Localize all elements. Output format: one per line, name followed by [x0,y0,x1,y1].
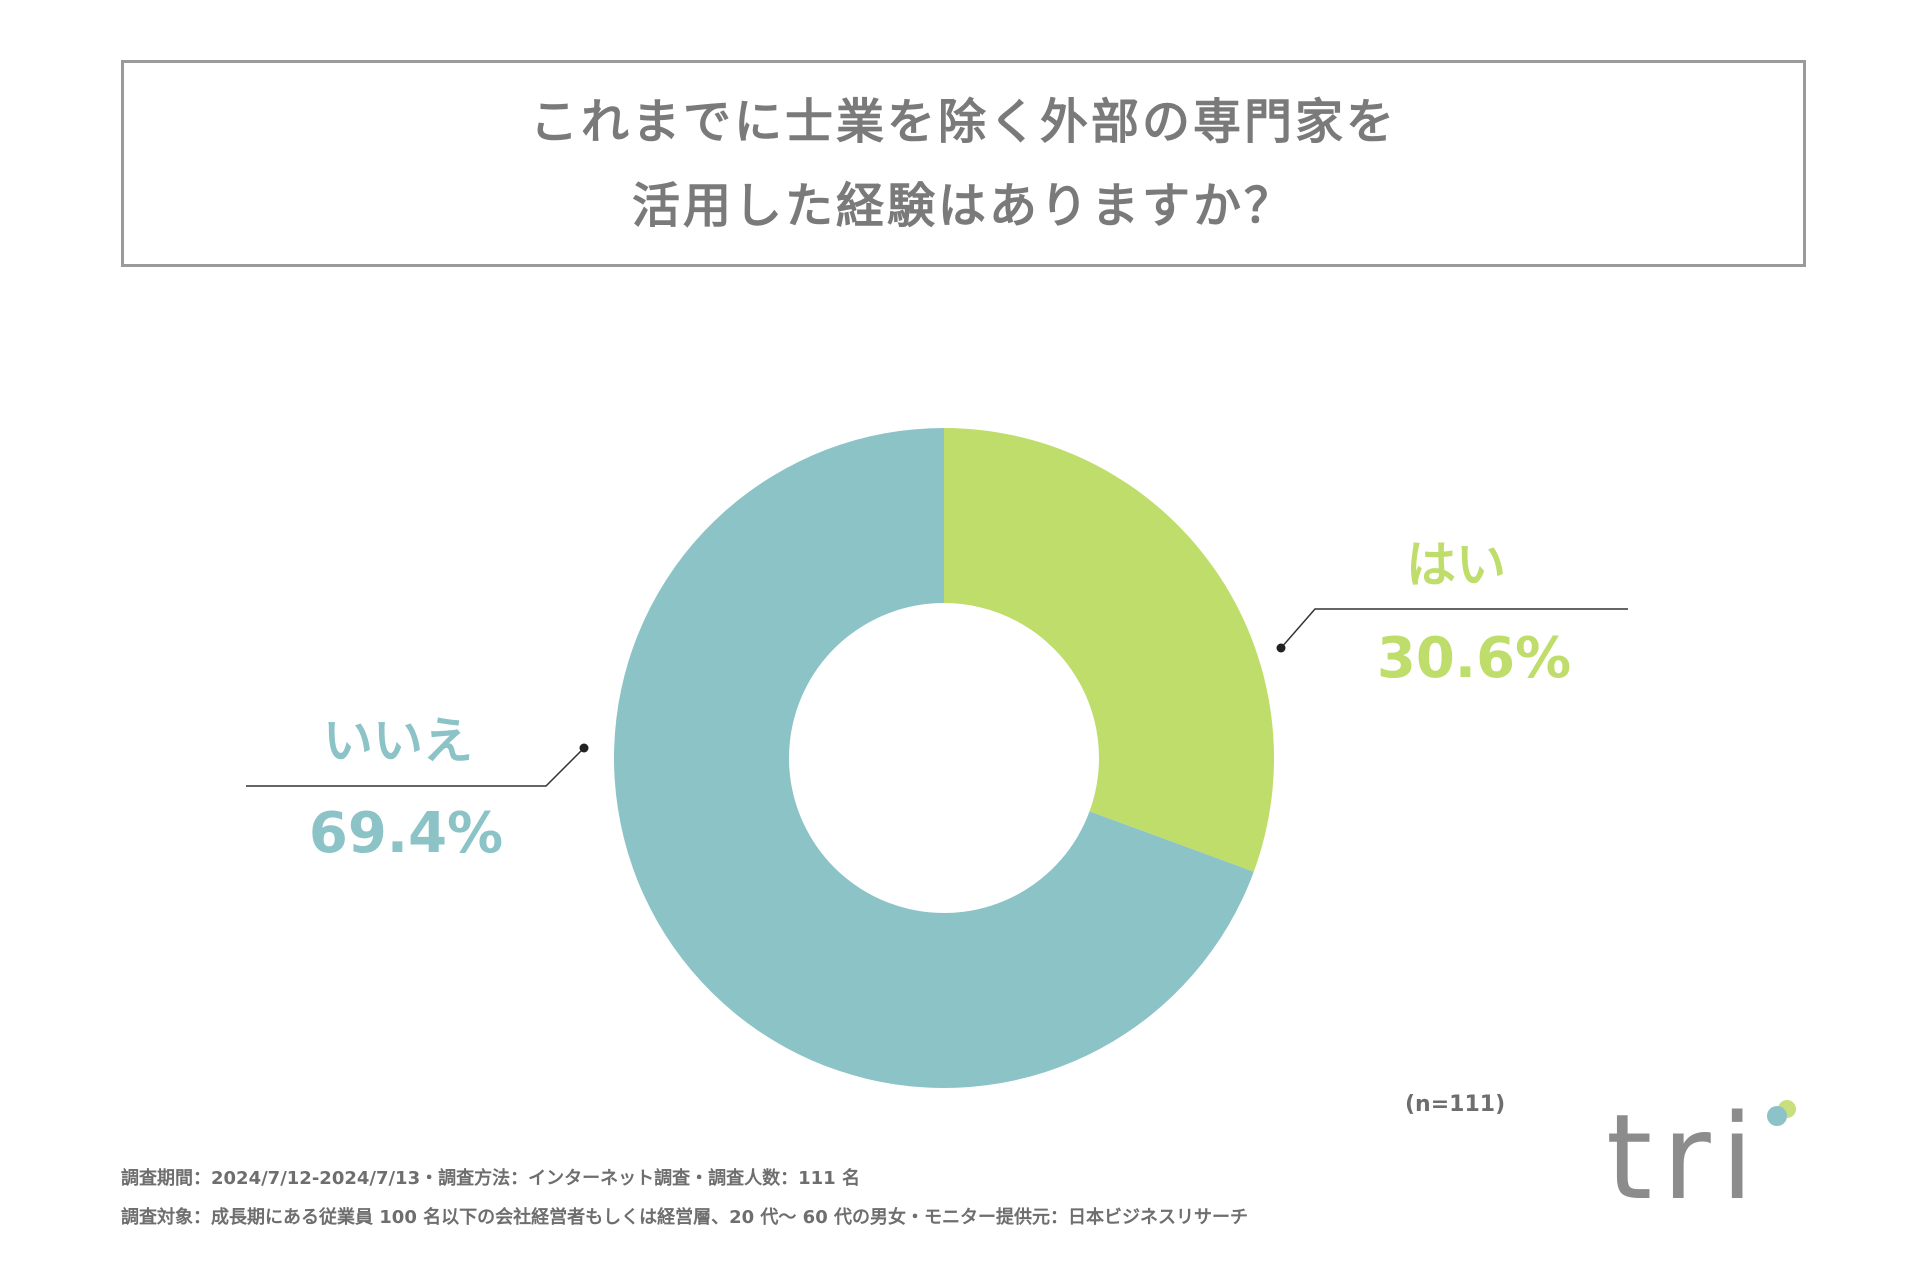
slice-label-yes: はい [1406,536,1506,594]
tri-logo: tri [1606,1086,1806,1226]
logo-text: tri [1606,1088,1764,1226]
chart-title-line-1: これまでに士業を除く外部の専門家を [529,93,1397,150]
slice-value-no: 69.4% [309,801,503,866]
chart-labels: はい 30.6% いいえ 69.4% [309,536,1571,866]
leader-line-yes [1280,608,1628,649]
title-box: これまでに士業を除く外部の専門家を 活用した経験はありますか？ [121,60,1806,267]
survey-info-line-2: 調査対象：成長期にある従業員 100 名以下の会社経営者もしくは経営層、20 代… [121,1207,1248,1228]
chart-title-line-2: 活用した経験はありますか？ [631,177,1295,234]
donut-slice-no [614,428,1254,1088]
logo-dot-blue [1767,1106,1787,1126]
survey-info-line-1: 調査期間：2024/7/12-2024/7/13・調査方法：インターネット調査・… [121,1168,860,1189]
slice-label-no: いいえ [323,712,473,770]
donut-slice-yes [944,428,1274,872]
leader-line-no [246,747,585,787]
leader-dot-no [579,743,589,753]
chart-slices [614,428,1274,1088]
chart-leader-lines [246,608,1628,787]
slice-value-yes: 30.6% [1377,626,1571,691]
sample-size: (n=111) [1405,1092,1506,1117]
leader-dot-yes [1276,643,1286,653]
